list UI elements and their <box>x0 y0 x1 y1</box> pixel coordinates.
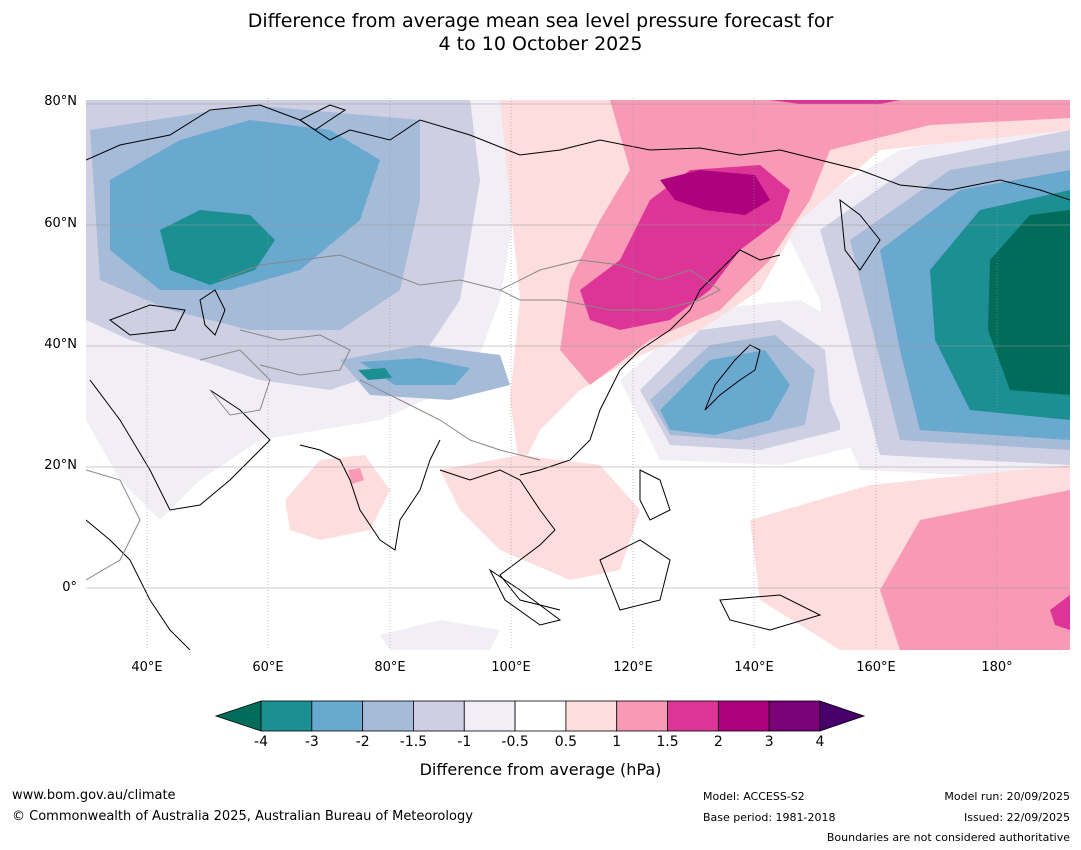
coastline-sumatra <box>488 568 562 626</box>
anomaly-shading <box>86 100 1070 650</box>
anomaly-north-pacific-low <box>988 210 1070 395</box>
border-china-south <box>359 379 541 461</box>
anomaly-siberia-high <box>560 100 1070 385</box>
colorbar-tick-label: -3 <box>304 734 319 750</box>
lat-label: 80°N <box>44 94 77 109</box>
colorbar-tick-label: -0.5 <box>501 734 529 750</box>
country-borders <box>86 254 721 581</box>
colorbar-segment <box>260 700 313 732</box>
coastline-novaya-zemlya <box>299 104 347 131</box>
coastline-africa-east <box>86 519 191 650</box>
anomaly-india-high <box>348 468 364 484</box>
lat-label: 20°N <box>44 458 77 473</box>
border-russia-kazakhstan <box>219 254 501 291</box>
model-text: Model: ACCESS-S2 <box>703 790 805 803</box>
colorbar-tick-label: 4 <box>815 734 825 750</box>
pressure-anomaly-map <box>86 98 1070 650</box>
lon-label: 120°E <box>613 660 653 675</box>
lon-label: 60°E <box>252 660 284 675</box>
lat-label: 60°N <box>44 216 77 231</box>
base-period-text: Base period: 1981-2018 <box>703 811 836 824</box>
lon-label: 80°E <box>374 660 406 675</box>
colorbar-tick-label: 1.5 <box>656 734 679 750</box>
colorbar-label: Difference from average (hPa) <box>419 760 662 779</box>
anomaly-south-pacific-high <box>880 490 1070 650</box>
border-central-asia <box>239 329 351 376</box>
anomaly-southern-low <box>380 620 500 650</box>
graticule <box>86 98 1070 650</box>
anomaly-western-russia-low <box>160 210 275 285</box>
coastline-india <box>299 439 441 551</box>
lon-label: 100°E <box>491 660 531 675</box>
colorbar-tick-label: -4 <box>254 734 268 750</box>
border-africa <box>86 469 141 581</box>
coastline-philippines <box>639 469 671 521</box>
colorbar-tick-label: 1 <box>612 734 622 750</box>
colorbar-tick-label: -1.5 <box>399 734 428 750</box>
colorbar-tick-label: -2 <box>355 734 370 750</box>
lat-label: 40°N <box>44 337 77 352</box>
colorbar-under-arrow <box>214 700 262 732</box>
coastline-indochina <box>439 469 561 611</box>
border-iran <box>199 349 271 416</box>
disclaimer-text: Boundaries are not considered authoritat… <box>826 831 1070 844</box>
model-run-text: Model run: 20/09/2025 <box>944 790 1070 803</box>
coastline-arabia <box>89 379 271 511</box>
anomaly-tibet-low <box>358 368 392 380</box>
border-mongolia <box>498 259 721 311</box>
coastline-caspian <box>199 289 226 336</box>
anomaly-siberia-high <box>770 100 900 104</box>
anomaly-india-high <box>285 455 390 540</box>
copyright-text: © Commonwealth of Australia 2025, Austra… <box>12 809 473 824</box>
colorbar-over-arrow <box>819 700 866 732</box>
coastline-new-guinea <box>719 594 822 631</box>
colorbar-segment <box>413 700 465 732</box>
anomaly-japan-low <box>660 350 790 435</box>
issued-text: Issued: 22/09/2025 <box>963 811 1070 824</box>
coastline-europe-asia-north <box>86 104 1070 201</box>
anomaly-siberia-high <box>660 170 770 215</box>
colorbar-tick-label: 0.5 <box>554 734 578 750</box>
coastline-kamchatka <box>839 198 881 271</box>
colorbar-segment <box>667 700 719 732</box>
anomaly-southeast-asia-high <box>440 455 640 580</box>
coastline-black-sea <box>108 304 186 336</box>
map-title-line2: 4 to 10 October 2025 <box>438 33 643 55</box>
anomaly-south-pacific-high <box>1050 595 1070 630</box>
coastline-japan <box>704 344 761 411</box>
colorbar-segment <box>514 700 567 732</box>
coastline-east-asia <box>519 249 781 476</box>
colorbar-tick-label: 3 <box>764 734 774 750</box>
colorbar-segment <box>768 700 821 732</box>
coastlines <box>86 104 1070 650</box>
colorbar-segment <box>463 700 516 732</box>
map-title-line1: Difference from average mean sea level p… <box>247 10 834 32</box>
lon-label: 40°E <box>131 660 163 675</box>
colorbar-segment <box>362 700 414 732</box>
colorbar-segment <box>616 700 668 732</box>
lon-label: 160°E <box>856 660 896 675</box>
colorbar-tick-label: 2 <box>713 734 723 750</box>
lat-label: 0° <box>62 580 77 595</box>
colorbar-segment <box>565 700 618 732</box>
colorbar-segment <box>311 700 364 732</box>
colorbar-tick-label: -1 <box>457 734 472 750</box>
coastline-borneo <box>599 539 671 611</box>
website-link[interactable]: www.bom.gov.au/climate <box>12 788 176 803</box>
lon-label: 140°E <box>734 660 774 675</box>
lon-label: 180° <box>981 660 1013 675</box>
colorbar-segment <box>717 700 770 732</box>
